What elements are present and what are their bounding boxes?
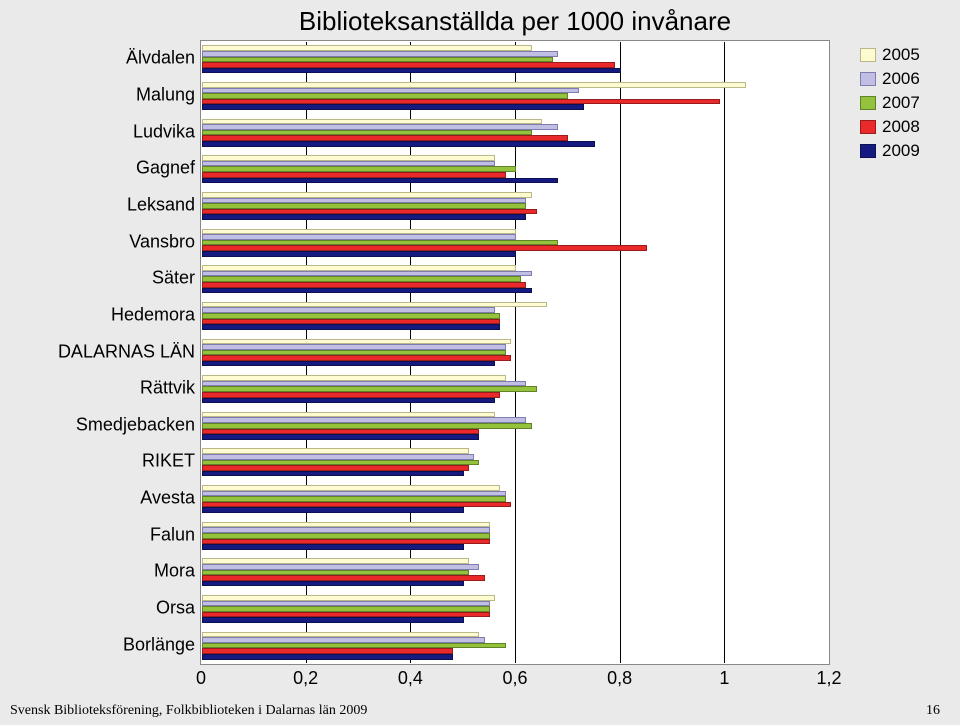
chart-plot bbox=[200, 40, 830, 680]
y-category-label: Ludvika bbox=[0, 121, 195, 142]
legend-swatch bbox=[860, 120, 876, 134]
bar-2009 bbox=[202, 507, 464, 513]
legend: 2005 2006 2007 2008 2009 bbox=[860, 45, 950, 165]
y-category-label: Säter bbox=[0, 268, 195, 289]
legend-item: 2008 bbox=[860, 117, 950, 137]
bar-2009 bbox=[202, 141, 595, 147]
category-group bbox=[202, 192, 828, 220]
category-group bbox=[202, 522, 828, 550]
legend-swatch bbox=[860, 96, 876, 110]
y-category-label: Mora bbox=[0, 561, 195, 582]
legend-item: 2009 bbox=[860, 141, 950, 161]
category-group bbox=[202, 265, 828, 293]
bar-2009 bbox=[202, 324, 500, 330]
category-group bbox=[202, 375, 828, 403]
category-group bbox=[202, 485, 828, 513]
y-category-label: RIKET bbox=[0, 451, 195, 472]
bar-2009 bbox=[202, 361, 495, 367]
page-number: 16 bbox=[926, 703, 940, 719]
bar-2009 bbox=[202, 288, 532, 294]
y-category-label: Smedjebacken bbox=[0, 414, 195, 435]
category-group bbox=[202, 412, 828, 440]
footer-text: Svensk Biblioteksförening, Folkbibliotek… bbox=[10, 703, 367, 719]
y-category-label: Orsa bbox=[0, 598, 195, 619]
category-group bbox=[202, 155, 828, 183]
category-group bbox=[202, 119, 828, 147]
y-category-label: Falun bbox=[0, 524, 195, 545]
legend-label: 2007 bbox=[882, 93, 920, 113]
y-category-label: Hedemora bbox=[0, 304, 195, 325]
y-category-label: DALARNAS LÄN bbox=[0, 341, 195, 362]
legend-label: 2009 bbox=[882, 141, 920, 161]
category-group bbox=[202, 558, 828, 586]
category-group bbox=[202, 448, 828, 476]
bar-2009 bbox=[202, 544, 464, 550]
bar-2009 bbox=[202, 68, 621, 74]
x-tick-label: 1,2 bbox=[816, 668, 841, 689]
category-group bbox=[202, 82, 828, 110]
bar-2009 bbox=[202, 581, 464, 587]
category-group bbox=[202, 632, 828, 660]
category-group bbox=[202, 595, 828, 623]
category-group bbox=[202, 45, 828, 73]
category-group bbox=[202, 302, 828, 330]
bar-2009 bbox=[202, 214, 526, 220]
bar-2009 bbox=[202, 398, 495, 404]
legend-item: 2005 bbox=[860, 45, 950, 65]
x-tick-label: 0,4 bbox=[398, 668, 423, 689]
x-tick-label: 0,6 bbox=[502, 668, 527, 689]
x-tick-label: 0 bbox=[196, 668, 206, 689]
legend-swatch bbox=[860, 48, 876, 62]
bar-2009 bbox=[202, 434, 479, 440]
y-category-label: Vansbro bbox=[0, 231, 195, 252]
x-tick-label: 1 bbox=[719, 668, 729, 689]
category-group bbox=[202, 339, 828, 367]
legend-swatch bbox=[860, 72, 876, 86]
y-category-label: Borlänge bbox=[0, 634, 195, 655]
legend-label: 2006 bbox=[882, 69, 920, 89]
legend-item: 2006 bbox=[860, 69, 950, 89]
legend-item: 2007 bbox=[860, 93, 950, 113]
bar-2009 bbox=[202, 617, 464, 623]
bar-2009 bbox=[202, 178, 558, 184]
y-category-label: Malung bbox=[0, 84, 195, 105]
y-category-label: Älvdalen bbox=[0, 48, 195, 69]
y-category-label: Gagnef bbox=[0, 158, 195, 179]
legend-label: 2008 bbox=[882, 117, 920, 137]
category-group bbox=[202, 229, 828, 257]
plot-area bbox=[200, 40, 830, 665]
bar-2009 bbox=[202, 654, 453, 660]
chart-title: Biblioteksanställda per 1000 invånare bbox=[200, 6, 830, 37]
bar-2009 bbox=[202, 251, 516, 257]
bar-2009 bbox=[202, 471, 464, 477]
x-tick-label: 0,8 bbox=[607, 668, 632, 689]
y-category-label: Rättvik bbox=[0, 378, 195, 399]
x-tick-label: 0,2 bbox=[293, 668, 318, 689]
y-category-label: Avesta bbox=[0, 488, 195, 509]
legend-swatch bbox=[860, 144, 876, 158]
y-category-label: Leksand bbox=[0, 194, 195, 215]
y-axis-labels: Älvdalen Malung Ludvika Gagnef Leksand Vansbr… bbox=[0, 40, 195, 665]
bar-2009 bbox=[202, 104, 584, 110]
legend-label: 2005 bbox=[882, 45, 920, 65]
